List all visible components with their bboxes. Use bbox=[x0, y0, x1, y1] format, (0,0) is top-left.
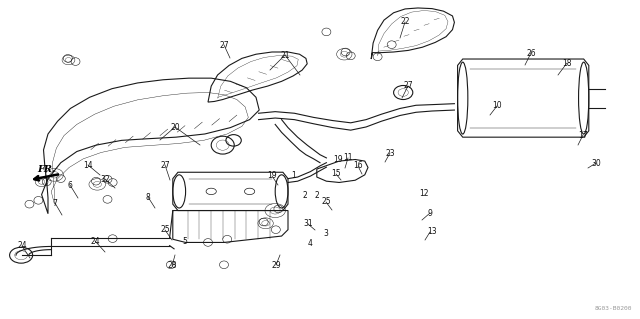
Text: 5: 5 bbox=[182, 236, 188, 246]
Text: FR.: FR. bbox=[37, 165, 55, 174]
Text: 13: 13 bbox=[427, 227, 437, 236]
Text: 29: 29 bbox=[271, 261, 281, 270]
Text: 27: 27 bbox=[403, 81, 413, 91]
Text: 6: 6 bbox=[68, 181, 72, 189]
Text: 23: 23 bbox=[385, 149, 395, 158]
Text: 27: 27 bbox=[219, 41, 229, 49]
Text: 2: 2 bbox=[315, 191, 319, 201]
Text: 11: 11 bbox=[343, 153, 353, 162]
Text: 19: 19 bbox=[333, 155, 343, 165]
Text: 27: 27 bbox=[160, 160, 170, 169]
Text: 4: 4 bbox=[308, 240, 312, 249]
Text: 20: 20 bbox=[170, 122, 180, 131]
Text: 10: 10 bbox=[492, 101, 502, 110]
Text: 25: 25 bbox=[321, 197, 331, 206]
Text: 19: 19 bbox=[267, 172, 277, 181]
Text: 21: 21 bbox=[280, 50, 290, 60]
Text: 1: 1 bbox=[292, 172, 296, 181]
Text: 22: 22 bbox=[400, 18, 410, 26]
Text: 8G03-B0200: 8G03-B0200 bbox=[595, 306, 632, 311]
Text: 14: 14 bbox=[83, 160, 93, 169]
Text: 7: 7 bbox=[52, 198, 58, 207]
Text: 12: 12 bbox=[419, 189, 429, 197]
Text: 30: 30 bbox=[591, 159, 601, 167]
Text: 25: 25 bbox=[160, 226, 170, 234]
Text: 2: 2 bbox=[303, 191, 307, 201]
Text: 31: 31 bbox=[303, 219, 313, 228]
Text: 9: 9 bbox=[428, 209, 433, 218]
Text: 18: 18 bbox=[563, 58, 572, 68]
Text: 16: 16 bbox=[353, 161, 363, 170]
Text: 24: 24 bbox=[90, 236, 100, 246]
Text: 3: 3 bbox=[324, 229, 328, 239]
Text: 8: 8 bbox=[146, 192, 150, 202]
Text: 15: 15 bbox=[331, 169, 341, 179]
Text: 26: 26 bbox=[526, 48, 536, 57]
Text: 24: 24 bbox=[17, 241, 27, 250]
Text: 32: 32 bbox=[100, 174, 110, 183]
Text: 28: 28 bbox=[167, 262, 177, 271]
Text: 17: 17 bbox=[578, 130, 588, 139]
